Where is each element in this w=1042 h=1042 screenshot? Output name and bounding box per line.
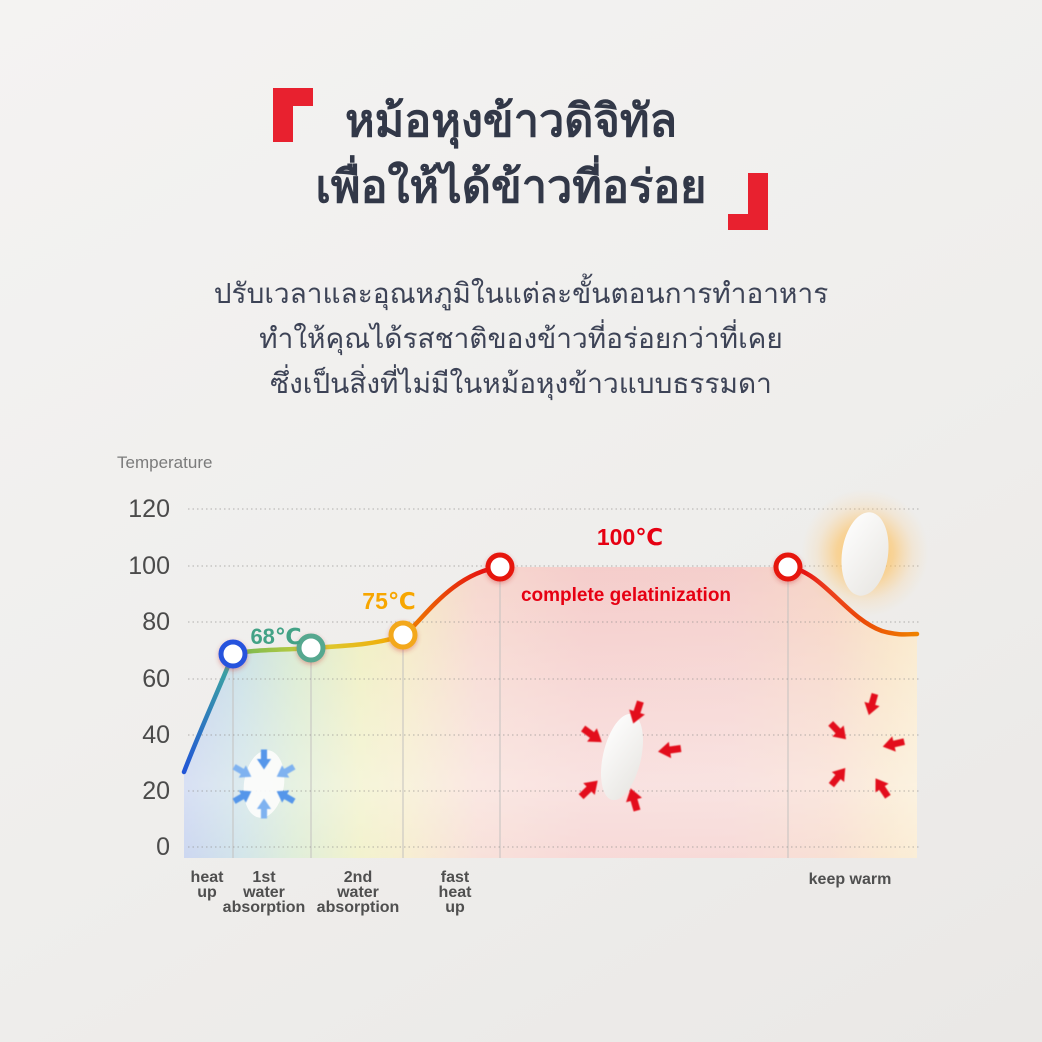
stage-1st-water: 1st water absorption: [222, 869, 306, 916]
vertical-gridlines: [232, 568, 789, 858]
label-complete-gelatinization: complete gelatinization: [520, 585, 732, 606]
rice-grain-heating-icon: [575, 698, 683, 813]
marker-75: [388, 620, 418, 650]
stage-heat-up: heat up: [190, 869, 224, 901]
marker-100-end: [773, 552, 803, 582]
page-title-line2: เพื่อให้ได้ข้าวที่อร่อย: [315, 161, 707, 212]
ytick-20: 20: [142, 777, 170, 805]
y-axis-title: Temperature: [117, 453, 213, 472]
label-68c: 68℃: [250, 624, 302, 649]
intro-line2: ทำให้คุณได้รสชาติของข้าวที่อร่อยกว่าที่เ…: [259, 323, 783, 354]
label-75c: 75℃: [362, 588, 416, 614]
stage-2nd-water: 2nd water absorption: [316, 869, 400, 916]
bracket-bottom-right: [728, 173, 768, 230]
horizontal-gridlines: [188, 508, 920, 848]
water-absorb-snowflake-icon: [230, 749, 298, 819]
marker-71: [296, 633, 326, 663]
glowing-rice-grain-icon: [801, 489, 929, 617]
bracket-top-left: [273, 88, 313, 142]
ytick-100: 100: [128, 552, 170, 580]
marker-68: [218, 639, 248, 669]
ytick-0: 0: [156, 833, 170, 861]
ytick-60: 60: [142, 665, 170, 693]
intro-line1: ปรับเวลาและอุณหภูมิในแต่ละขั้นตอนการทำอา…: [213, 278, 829, 309]
marker-100-start: [485, 552, 515, 582]
label-100c: 100℃: [596, 524, 664, 550]
data-point-markers: [218, 552, 803, 669]
ytick-120: 120: [128, 495, 170, 523]
ytick-80: 80: [142, 608, 170, 636]
stage-fast-heat: fast heat up: [438, 869, 472, 916]
area-fill: [184, 567, 917, 858]
page-title-line1: หม้อหุงข้าวดิจิทัล: [344, 95, 678, 146]
ytick-40: 40: [142, 721, 170, 749]
stage-keep-warm: keep warm: [808, 871, 892, 888]
intro-line3: ซึ่งเป็นสิ่งที่ไม่มีในหม้อหุงข้าวแบบธรรม…: [270, 368, 772, 399]
